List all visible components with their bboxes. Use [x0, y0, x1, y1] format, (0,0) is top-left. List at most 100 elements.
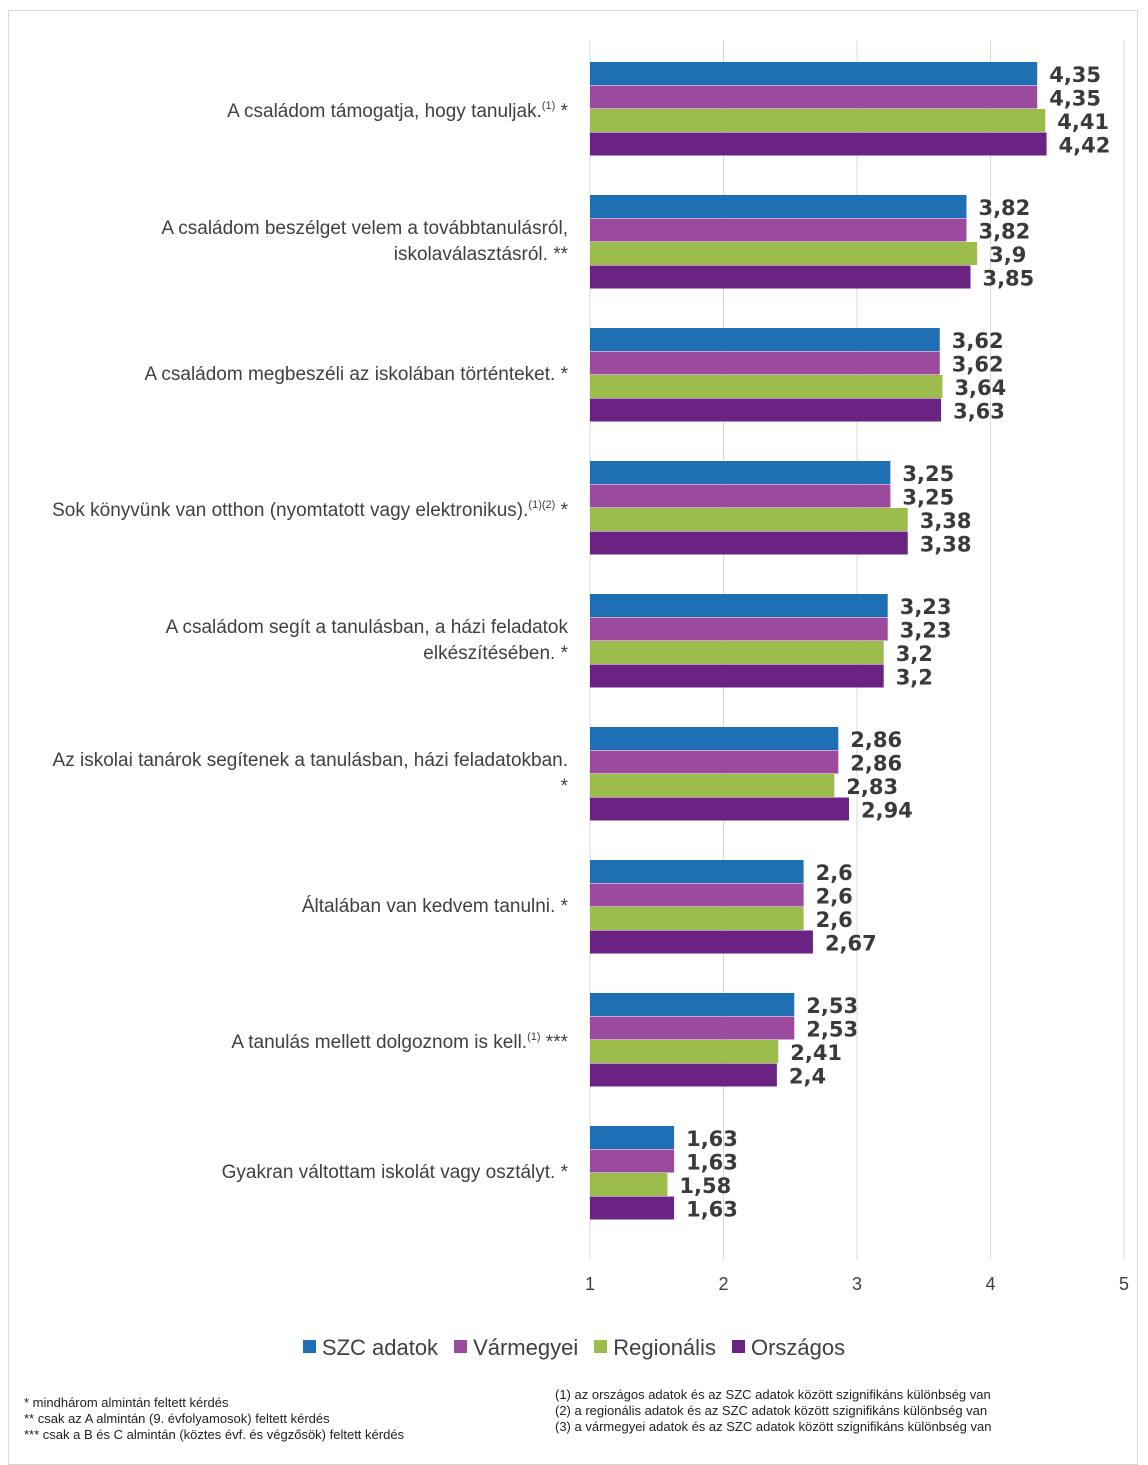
- bar: [590, 860, 804, 883]
- data-label: 3,82: [978, 196, 1030, 220]
- category-label-asterisk: *: [555, 896, 568, 917]
- bar: [590, 993, 795, 1016]
- bar: [590, 907, 804, 930]
- bar: [590, 195, 967, 218]
- category-label-asterisk: *: [555, 101, 568, 122]
- category-label: Sok könyvünk van otthon (nyomtatott vagy…: [48, 492, 568, 524]
- footnote: (3) a vármegyei adatok és az SZC adatok …: [555, 1419, 992, 1434]
- bar: [590, 1063, 777, 1087]
- data-label: 3,64: [954, 376, 1006, 400]
- data-label: 2,6: [816, 908, 853, 932]
- data-label: 3,82: [978, 219, 1030, 243]
- data-label: 3,2: [896, 642, 933, 666]
- footnotes-samples: * mindhárom almintán feltett kérdés ** c…: [24, 1395, 404, 1443]
- footnote: (1) az országos adatok és az SZC adatok …: [555, 1387, 991, 1402]
- data-label: 2,6: [816, 884, 853, 908]
- bar: [590, 375, 943, 398]
- legend-swatch: [302, 1340, 316, 1353]
- category-label-text: A családom beszélget velem a továbbtanul…: [161, 218, 568, 265]
- data-label: 1,58: [679, 1174, 731, 1198]
- bar: [590, 62, 1038, 85]
- bar: [590, 328, 940, 351]
- category-label-asterisk: ***: [540, 1032, 568, 1053]
- category-label: A családom megbeszéli az iskolában törté…: [48, 362, 568, 388]
- category-label-asterisk: **: [547, 244, 568, 265]
- bar: [590, 797, 849, 821]
- data-label: 3,85: [982, 266, 1034, 290]
- category-label-asterisk: *: [555, 364, 568, 385]
- footnote: ** csak az A almintán (9. évfolyamosok) …: [24, 1411, 330, 1426]
- bar: [590, 594, 888, 617]
- data-label: 2,53: [806, 1017, 858, 1041]
- footnote: * mindhárom almintán feltett kérdés: [24, 1395, 229, 1410]
- category-label-text: A tanulás mellett dolgoznom is kell.: [231, 1032, 528, 1053]
- category-label-text: Az iskolai tanárok segítenek a tanulásba…: [52, 750, 568, 771]
- bar: [590, 1016, 795, 1040]
- category-label-text: Általában van kedvem tanulni.: [301, 896, 556, 917]
- category-label: A tanulás mellett dolgoznom is kell.(1) …: [48, 1024, 568, 1056]
- data-label: 2,86: [850, 728, 902, 752]
- bar: [590, 930, 813, 954]
- x-tick-label: 4: [985, 1274, 995, 1294]
- bar: [590, 1040, 779, 1063]
- category-label-asterisk: *: [555, 1162, 568, 1183]
- legend-label: Vármegyei: [473, 1335, 579, 1360]
- category-label-text: Gyakran váltottam iskolát vagy osztályt.: [221, 1162, 556, 1183]
- data-label: 4,35: [1049, 63, 1101, 87]
- bar: [590, 883, 804, 907]
- data-label: 1,63: [686, 1197, 738, 1221]
- data-label: 3,23: [900, 595, 952, 619]
- bar: [590, 1149, 675, 1173]
- x-tick-label: 2: [718, 1274, 728, 1294]
- category-label: Az iskolai tanárok segítenek a tanulásba…: [48, 748, 568, 800]
- bar: [590, 750, 839, 774]
- bar: [590, 641, 884, 664]
- data-label: 4,35: [1049, 86, 1101, 110]
- data-label: 1,63: [686, 1150, 738, 1174]
- data-label: 1,63: [686, 1127, 738, 1151]
- legend-swatch: [594, 1340, 608, 1353]
- bar: [590, 85, 1038, 109]
- bar: [590, 531, 908, 555]
- bar: [590, 109, 1046, 132]
- bar: [590, 484, 891, 508]
- category-label: A családom támogatja, hogy tanuljak.(1) …: [48, 93, 568, 125]
- legend-label: Regionális: [613, 1335, 716, 1360]
- data-label: 3,25: [902, 485, 954, 509]
- legend-item: Regionális: [594, 1335, 716, 1361]
- data-label: 4,42: [1059, 133, 1111, 157]
- category-label-asterisk: *: [555, 643, 568, 664]
- category-label-footnote-ref: (1)(2): [528, 499, 556, 511]
- data-label: 3,63: [953, 399, 1005, 423]
- legend: SZC adatok Vármegyei Regionális Országos: [0, 1335, 1148, 1361]
- category-label-text: A családom segít a tanulásban, a házi fe…: [165, 617, 568, 664]
- legend-item: SZC adatok: [302, 1335, 439, 1361]
- x-tick-label: 3: [852, 1274, 862, 1294]
- data-label: 3,38: [920, 532, 972, 556]
- bar: [590, 461, 891, 484]
- category-label-asterisk: *: [560, 776, 568, 797]
- data-label: 2,86: [850, 751, 902, 775]
- x-tick-label: 1: [585, 1274, 595, 1294]
- data-label: 3,38: [920, 509, 972, 533]
- bar: [590, 132, 1047, 156]
- data-label: 3,2: [896, 665, 933, 689]
- bar: [590, 242, 978, 265]
- data-label: 3,62: [952, 329, 1004, 353]
- bar: [590, 265, 971, 289]
- bar: [590, 774, 835, 797]
- bar: [590, 218, 967, 242]
- category-label-asterisk: *: [555, 500, 568, 521]
- category-label: A családom segít a tanulásban, a házi fe…: [48, 615, 568, 667]
- data-label: 2,53: [806, 994, 858, 1018]
- legend-item: Országos: [731, 1335, 845, 1361]
- category-label: A családom beszélget velem a továbbtanul…: [48, 216, 568, 268]
- footnote: (2) a regionális adatok és az SZC adatok…: [555, 1403, 988, 1418]
- data-label: 2,67: [825, 931, 877, 955]
- data-label: 3,25: [902, 462, 954, 486]
- category-label-text: Sok könyvünk van otthon (nyomtatott vagy…: [52, 500, 529, 521]
- bar: [590, 508, 908, 531]
- data-label: 3,23: [900, 618, 952, 642]
- legend-label: SZC adatok: [321, 1335, 439, 1360]
